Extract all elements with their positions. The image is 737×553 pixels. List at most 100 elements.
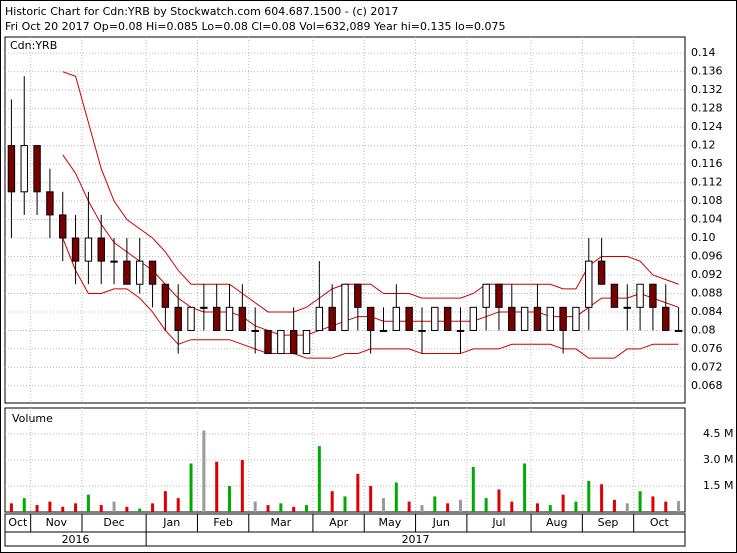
volume-bar [651, 496, 655, 512]
volume-bar [215, 461, 219, 512]
volume-bar [458, 499, 462, 512]
volume-bar [420, 505, 424, 512]
y2-tick-label: 3.0 M [703, 453, 733, 466]
y2-tick-label: 1.5 M [703, 479, 733, 492]
volume-bar [625, 503, 629, 512]
volume-bar [523, 463, 527, 512]
y-tick-label: 0.08 [691, 323, 716, 336]
candle-body [71, 237, 80, 262]
volume-label: Volume [12, 412, 53, 425]
volume-bar [612, 499, 616, 512]
candle-body [136, 260, 144, 285]
volume-bar [548, 505, 552, 512]
volume-bar [279, 503, 283, 512]
volume-bar [189, 463, 193, 512]
y-tick-label: 0.136 [691, 65, 723, 78]
y-tick-label: 0.068 [691, 379, 723, 392]
volume-bar [664, 501, 668, 512]
volume-bar [22, 498, 26, 512]
candle-body [212, 306, 221, 331]
candle-body [597, 260, 606, 285]
candle-body [559, 306, 567, 331]
candle-body [649, 283, 657, 308]
candle-body [46, 191, 54, 216]
volume-bar [638, 491, 642, 512]
volume-bar [292, 506, 296, 512]
candle-body [59, 214, 67, 239]
y-tick-label: 0.14 [691, 46, 716, 59]
candle-body [674, 329, 683, 332]
y-tick-label: 0.072 [691, 360, 723, 373]
volume-bar [330, 491, 334, 512]
candle-body [443, 306, 452, 331]
candle-body [572, 306, 580, 331]
candle-body [520, 306, 529, 331]
y-tick-label: 0.092 [691, 268, 723, 281]
y-tick-label: 0.084 [691, 305, 723, 318]
y-tick-label: 0.108 [691, 194, 723, 207]
candle-body [110, 260, 118, 263]
volume-bar [163, 491, 167, 512]
volume-bar [600, 484, 604, 512]
chart-subtitle: Fri Oct 20 2017 Op=0.08 Hi=0.085 Lo=0.08… [5, 20, 505, 33]
volume-bar [151, 503, 155, 512]
x-tick-label: Oct [8, 516, 28, 529]
symbol-label: Cdn:YRB [10, 39, 57, 52]
volume-bar [343, 496, 347, 512]
volume-bar [202, 430, 206, 512]
candle-body [379, 329, 388, 332]
candle-body [508, 306, 516, 331]
y-tick-label: 0.12 [691, 139, 716, 152]
x-tick-label: Dec [103, 516, 124, 529]
volume-bar [484, 498, 488, 512]
x-tick-label: Jan [162, 516, 180, 529]
volume-bar [356, 473, 360, 512]
volume-bar [497, 489, 501, 512]
volume-bar [574, 501, 578, 512]
year-label: 2016 [62, 533, 90, 546]
y-tick-label: 0.096 [691, 250, 723, 263]
candle-body [341, 283, 349, 331]
candle-body [623, 306, 631, 309]
candle-body [405, 306, 413, 331]
candle-body [251, 329, 259, 332]
y-tick-label: 0.128 [691, 102, 723, 115]
x-tick-label: May [379, 516, 402, 529]
y-tick-label: 0.112 [691, 176, 723, 189]
band-line [62, 71, 679, 313]
volume-bar [407, 501, 411, 512]
chart-title: Historic Chart for Cdn:YRB by Stockwatch… [5, 5, 398, 18]
x-tick-label: Mar [270, 516, 291, 529]
candle-body [315, 306, 324, 331]
volume-bar [112, 501, 116, 512]
volume-bar [253, 501, 257, 512]
candle-body [636, 283, 644, 308]
volume-bar [587, 480, 591, 512]
volume-bar [99, 505, 103, 512]
candle-body [366, 306, 375, 331]
candle-body [84, 237, 93, 262]
candle-body [431, 306, 439, 331]
candle-body [546, 306, 554, 331]
volume-bar [74, 503, 78, 512]
candle-body [225, 306, 234, 331]
candle-body [200, 306, 208, 309]
volume-bar [228, 486, 232, 512]
x-tick-label: Oct [650, 516, 670, 529]
candle-body [354, 283, 362, 308]
x-tick-label: Nov [46, 516, 68, 529]
candle-body [418, 329, 426, 332]
date-axis [4, 513, 686, 547]
volume-bar [125, 506, 129, 512]
volume-bar [510, 501, 514, 512]
candle-body [161, 283, 170, 308]
volume-bar [381, 498, 385, 512]
candle-body [328, 306, 336, 331]
volume-bar [176, 498, 180, 512]
volume-bar [317, 446, 321, 512]
candle-body [238, 306, 247, 331]
volume-bar [305, 505, 309, 512]
volume-bar [61, 506, 65, 512]
volume-bar [240, 460, 244, 512]
